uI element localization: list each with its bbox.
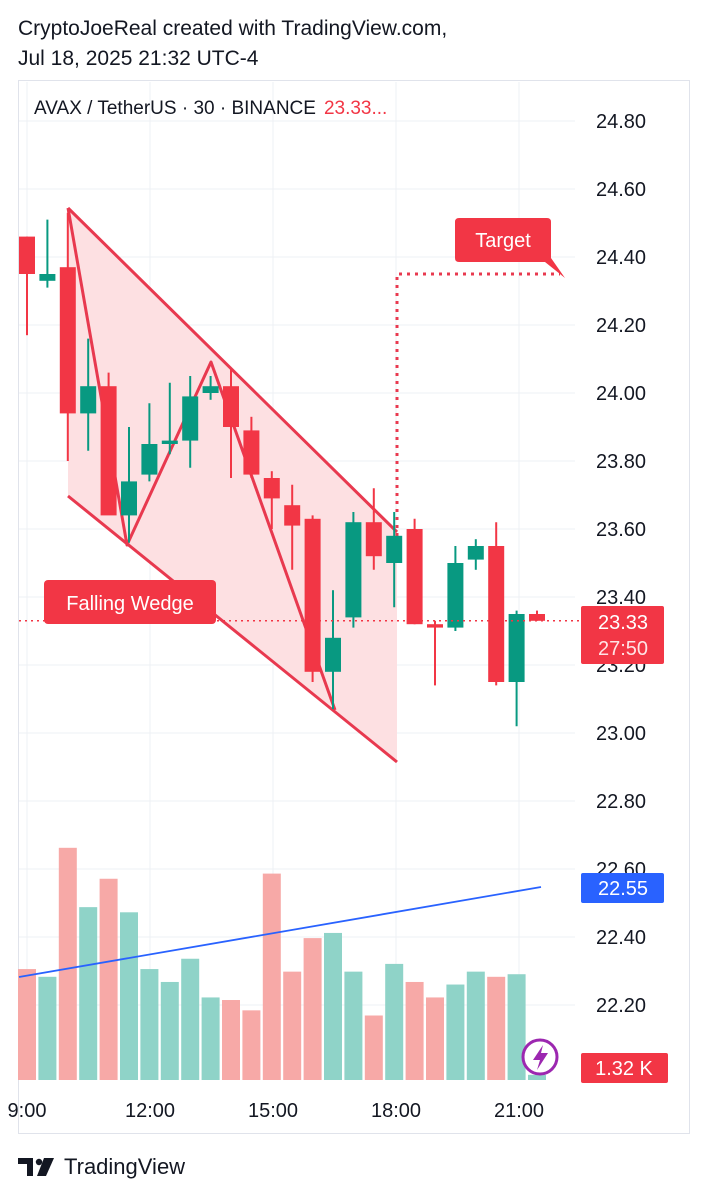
volume-bar	[466, 971, 485, 1080]
last-price-value: 23.33	[598, 612, 648, 634]
candle-body	[141, 444, 158, 475]
price-tick-label: 23.40	[596, 587, 646, 609]
price-tick-label: 24.00	[596, 383, 646, 405]
volume-bar	[38, 976, 57, 1080]
volume-bar	[181, 958, 200, 1080]
volume-bar	[140, 969, 159, 1080]
volume-ma-line	[18, 886, 542, 978]
candle-body	[243, 430, 260, 475]
footer: TradingView	[18, 1152, 185, 1182]
time-tick-label: 21:00	[494, 1100, 544, 1122]
symbol-text: AVAX / TetherUS · 30 · BINANCE	[34, 98, 316, 119]
ma-value-badge	[581, 873, 664, 903]
volume-bar	[79, 907, 98, 1080]
last-price-badge	[581, 606, 664, 664]
chart-frame	[18, 80, 690, 1134]
footer-brand: TradingView	[64, 1154, 186, 1179]
candle-body	[182, 396, 199, 441]
volume-bar	[446, 984, 465, 1080]
candle-body	[304, 518, 321, 672]
candle-body	[529, 614, 545, 621]
volume-bar	[528, 1074, 546, 1080]
tradingview-logo-icon	[18, 1158, 54, 1176]
candle-body	[467, 546, 484, 560]
falling-wedge-label-box	[44, 580, 216, 624]
candle-body	[488, 546, 505, 682]
volume-bar	[201, 997, 220, 1080]
lightning-icon	[533, 1045, 548, 1070]
candle-body	[100, 386, 117, 516]
falling-wedge-label: Falling Wedge	[66, 593, 193, 615]
candle-body	[427, 624, 443, 628]
price-tick-label: 23.00	[596, 723, 646, 745]
candle-body	[121, 481, 137, 516]
price-tick-label: 24.80	[596, 111, 646, 133]
ma-value: 22.55	[598, 878, 648, 900]
time-tick-label: 15:00	[248, 1100, 298, 1122]
candle-body	[202, 386, 219, 393]
volume-bar	[344, 971, 363, 1080]
volume-value-badge	[581, 1053, 668, 1083]
bar-countdown: 27:50	[598, 638, 648, 660]
volume-bar	[262, 873, 281, 1080]
candle-body	[365, 522, 382, 557]
volume-bar	[364, 1015, 383, 1080]
target-projection-line	[395, 272, 560, 552]
candle-body	[406, 529, 423, 625]
volume-bar	[303, 938, 322, 1080]
candle-body	[345, 522, 362, 618]
candle-body	[59, 267, 76, 414]
price-tick-label: 24.60	[596, 179, 646, 201]
price-tick-label: 24.20	[596, 315, 646, 337]
volume-bar	[426, 997, 444, 1080]
price-tick-label: 22.20	[596, 995, 646, 1017]
symbol-legend: AVAX / TetherUS · 30 · BINANCE 23.33...	[34, 98, 387, 120]
price-tick-label: 22.40	[596, 927, 646, 949]
price-tick-label: 24.40	[596, 247, 646, 269]
candle-body	[447, 563, 464, 628]
price-tick-label: 23.80	[596, 451, 646, 473]
volume-bar	[58, 847, 77, 1080]
price-tick-label: 22.80	[596, 791, 646, 813]
candle-body	[19, 236, 35, 274]
time-tick-label: 12:00	[125, 1100, 175, 1122]
candle-body	[223, 386, 239, 427]
wedge-lower-line	[67, 494, 398, 764]
volume-bar	[160, 981, 179, 1080]
volume-bar	[507, 974, 526, 1080]
volume-bar	[487, 976, 506, 1080]
time-tick-label: 9:00	[8, 1100, 47, 1122]
volume-bar	[324, 932, 342, 1080]
volume-bar	[405, 981, 424, 1080]
volume-bar	[18, 969, 36, 1080]
symbol-price: 23.33...	[323, 98, 388, 119]
chart-credit: CryptoJoeReal created with TradingView.c…	[18, 14, 447, 74]
candle-body	[508, 614, 525, 682]
volume-bar	[283, 971, 302, 1080]
volume-bar	[120, 912, 138, 1080]
volume-value: 1.32 K	[595, 1058, 653, 1080]
target-label: Target	[475, 230, 531, 252]
candle-body	[325, 637, 341, 672]
volume-bar	[222, 1000, 240, 1080]
candle-body	[284, 505, 301, 526]
volume-bar	[242, 1010, 261, 1080]
volume-bar	[385, 963, 404, 1080]
volume-bar	[99, 878, 118, 1080]
wedge-upper-line	[66, 206, 399, 534]
price-tick-label: 23.60	[596, 519, 646, 541]
time-tick-label: 18:00	[371, 1100, 421, 1122]
candle-body	[80, 386, 97, 414]
candle-body	[161, 440, 178, 444]
candle-body	[263, 478, 280, 499]
candle-body	[39, 274, 56, 281]
target-label-box	[455, 218, 565, 278]
candle-body	[386, 535, 403, 563]
credit-date: Jul 18, 2025 21:32 UTC-4	[18, 47, 259, 70]
credit-line: CryptoJoeReal created with TradingView.c…	[18, 17, 448, 40]
